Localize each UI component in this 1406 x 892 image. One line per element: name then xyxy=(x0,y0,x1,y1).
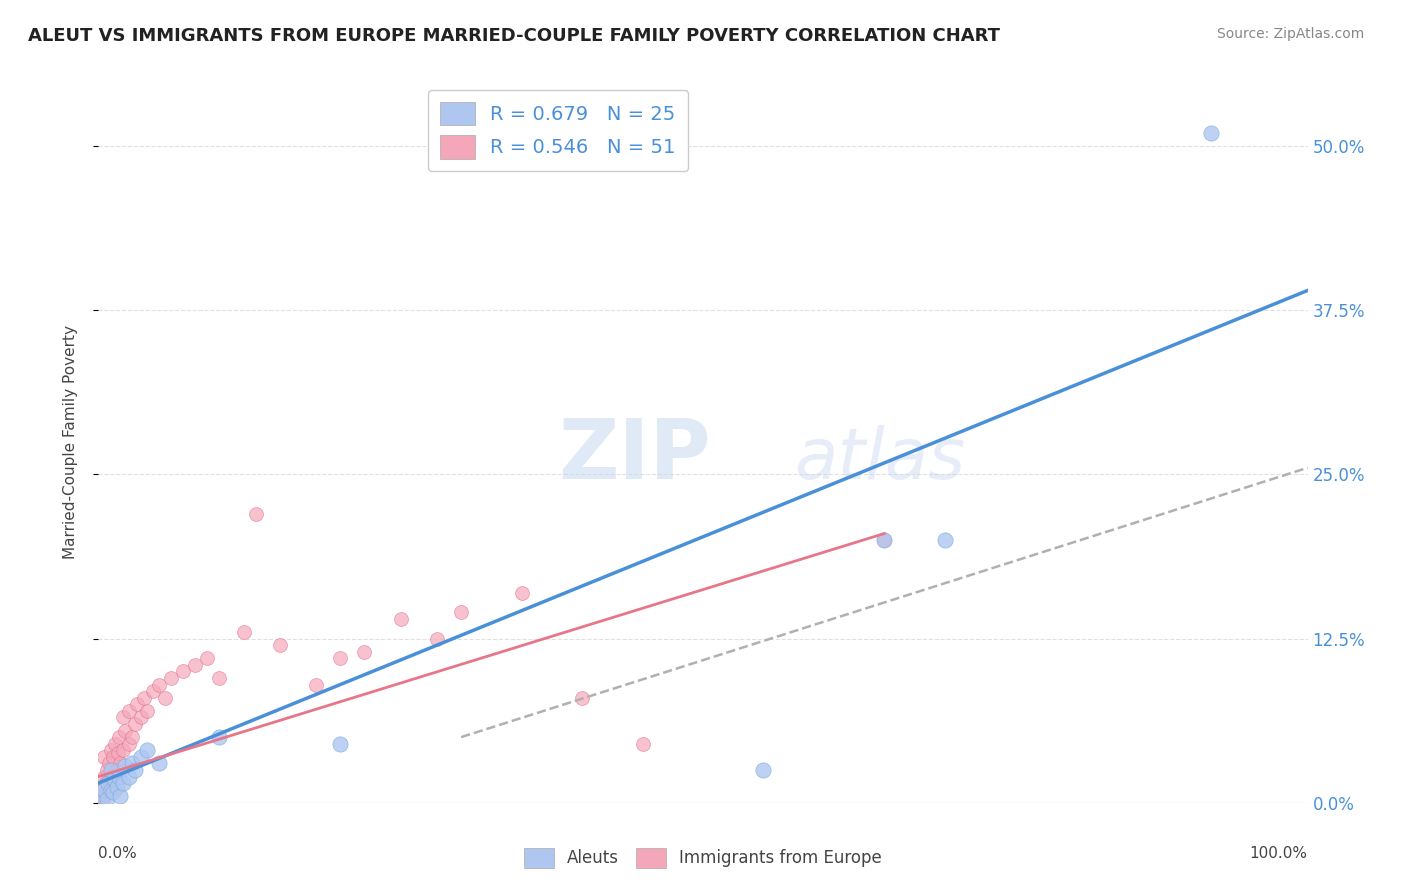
Point xyxy=(107,746,129,760)
Point xyxy=(103,772,125,786)
Point xyxy=(97,782,120,797)
Point xyxy=(104,737,127,751)
Point xyxy=(96,763,118,777)
Text: atlas: atlas xyxy=(793,425,965,494)
Point xyxy=(94,776,117,790)
Point xyxy=(97,776,120,790)
Point xyxy=(129,710,152,724)
Point xyxy=(142,684,165,698)
Point xyxy=(135,743,157,757)
Point xyxy=(510,585,533,599)
Point xyxy=(752,763,775,777)
Point xyxy=(114,723,136,738)
Point xyxy=(245,507,267,521)
Point xyxy=(91,792,114,806)
Point xyxy=(450,605,472,619)
Point xyxy=(571,690,593,705)
Point xyxy=(172,665,194,679)
Point xyxy=(96,792,118,806)
Point xyxy=(305,677,328,691)
Point xyxy=(100,782,122,797)
Point xyxy=(105,780,128,794)
Point xyxy=(98,756,121,771)
Legend: Aleuts, Immigrants from Europe: Aleuts, Immigrants from Europe xyxy=(517,841,889,875)
Point xyxy=(208,730,231,744)
Point xyxy=(118,770,141,784)
Point xyxy=(101,785,124,799)
Point xyxy=(232,625,254,640)
Point xyxy=(121,730,143,744)
Point xyxy=(184,657,207,672)
Point xyxy=(114,759,136,773)
Point xyxy=(105,763,128,777)
Point xyxy=(121,756,143,771)
Point xyxy=(148,677,170,691)
Text: ZIP: ZIP xyxy=(558,416,710,497)
Point xyxy=(108,770,131,784)
Point xyxy=(118,737,141,751)
Point xyxy=(195,651,218,665)
Text: Source: ZipAtlas.com: Source: ZipAtlas.com xyxy=(1216,27,1364,41)
Y-axis label: Married-Couple Family Poverty: Married-Couple Family Poverty xyxy=(63,325,77,558)
Point xyxy=(111,743,134,757)
Text: ALEUT VS IMMIGRANTS FROM EUROPE MARRIED-COUPLE FAMILY POVERTY CORRELATION CHART: ALEUT VS IMMIGRANTS FROM EUROPE MARRIED-… xyxy=(28,27,1000,45)
Point xyxy=(108,756,131,771)
Point xyxy=(93,749,115,764)
Point xyxy=(124,717,146,731)
Point xyxy=(108,789,131,804)
Point xyxy=(873,533,896,547)
Point xyxy=(111,710,134,724)
Point xyxy=(127,698,149,712)
Point xyxy=(1199,126,1222,140)
Point xyxy=(100,763,122,777)
Legend: R = 0.679   N = 25, R = 0.546   N = 51: R = 0.679 N = 25, R = 0.546 N = 51 xyxy=(429,90,688,170)
Point xyxy=(160,671,183,685)
Point xyxy=(111,776,134,790)
Point xyxy=(100,743,122,757)
Point xyxy=(873,533,896,547)
Point xyxy=(426,632,449,646)
Text: 0.0%: 0.0% xyxy=(98,847,138,861)
Point xyxy=(329,737,352,751)
Point xyxy=(389,612,412,626)
Point xyxy=(208,671,231,685)
Point xyxy=(124,763,146,777)
Point xyxy=(108,730,131,744)
Point xyxy=(353,645,375,659)
Point xyxy=(134,690,156,705)
Point xyxy=(118,704,141,718)
Point xyxy=(135,704,157,718)
Point xyxy=(100,770,122,784)
Text: 100.0%: 100.0% xyxy=(1250,847,1308,861)
Point xyxy=(103,772,125,786)
Point xyxy=(100,776,122,790)
Point xyxy=(129,749,152,764)
Point xyxy=(269,638,291,652)
Point xyxy=(93,782,115,797)
Point xyxy=(148,756,170,771)
Point xyxy=(91,782,114,797)
Point xyxy=(153,690,176,705)
Point xyxy=(93,770,115,784)
Point xyxy=(631,737,654,751)
Point xyxy=(90,789,112,804)
Point xyxy=(101,749,124,764)
Point xyxy=(329,651,352,665)
Point xyxy=(934,533,956,547)
Point xyxy=(91,789,114,804)
